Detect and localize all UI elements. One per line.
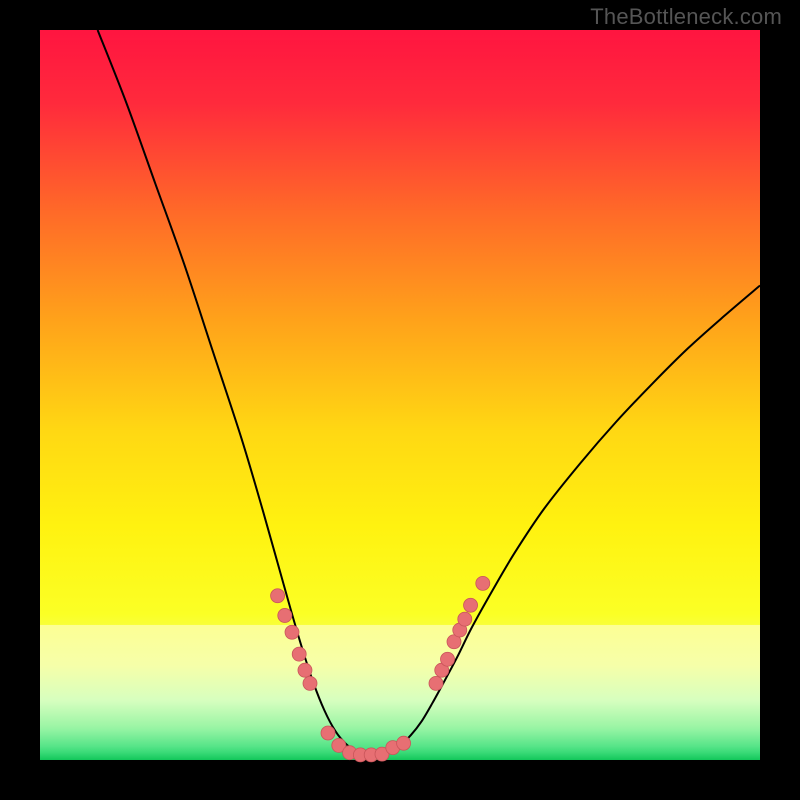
data-marker [397,736,411,750]
watermark-text: TheBottleneck.com [590,4,782,30]
bottleneck-chart [0,0,800,800]
data-marker [303,676,317,690]
data-marker [441,652,455,666]
data-marker [285,625,299,639]
data-marker [476,576,490,590]
data-marker [278,608,292,622]
data-marker [464,598,478,612]
data-marker [298,663,312,677]
data-marker [458,612,472,626]
chart-frame: { "watermark": { "text": "TheBottleneck.… [0,0,800,800]
data-marker [429,676,443,690]
data-marker [292,647,306,661]
data-marker [321,726,335,740]
data-marker [271,589,285,603]
